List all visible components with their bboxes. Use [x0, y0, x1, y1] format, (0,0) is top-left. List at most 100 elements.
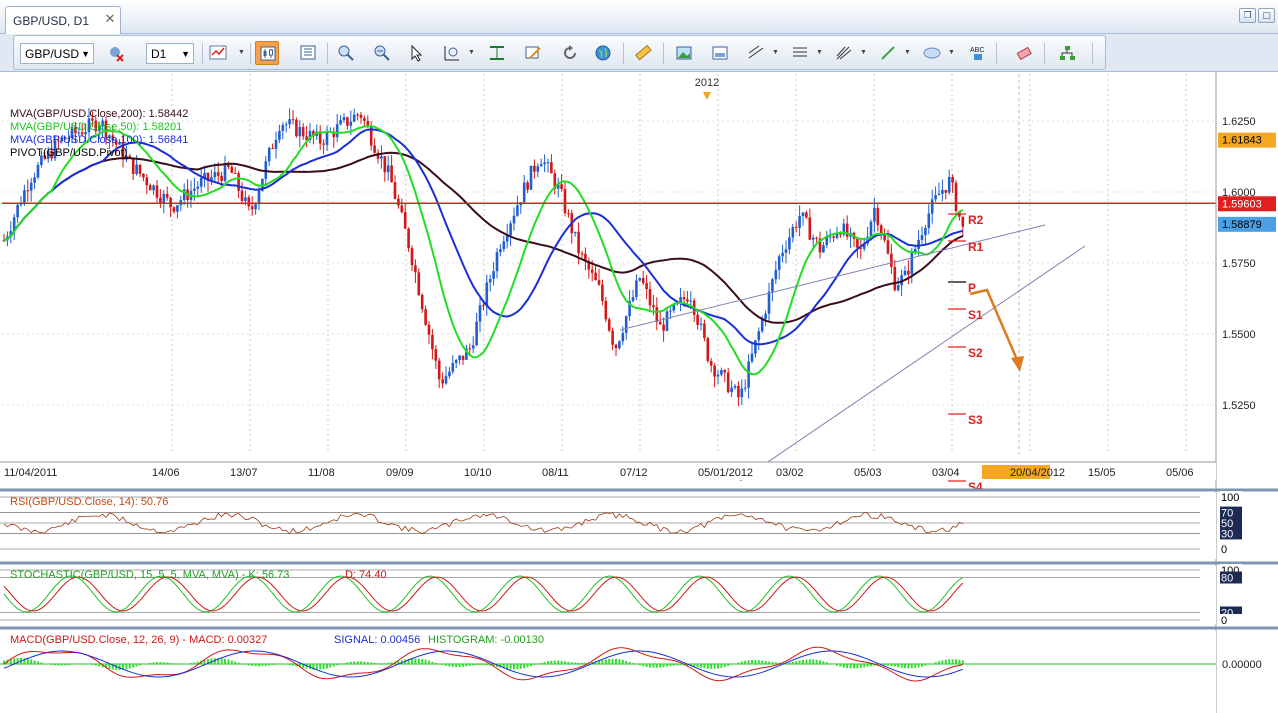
macd-histogram-bar: [737, 663, 739, 664]
macd-histogram-bar: [418, 659, 420, 664]
macd-histogram-bar: [187, 663, 189, 664]
edit-icon[interactable]: [521, 41, 545, 65]
ruler-icon[interactable]: [631, 41, 655, 65]
candle-body: [299, 127, 302, 136]
candle-body: [241, 191, 244, 201]
chart-area[interactable]: R2 R1 P S1 S2 S3 S4 MVA(GBP/USD.Close,200): 1.…: [0, 71, 1278, 713]
candle-body: [475, 322, 478, 346]
year-marker: 2012: [695, 77, 719, 89]
line-tools-icon[interactable]: [744, 41, 768, 65]
pitchfork-icon[interactable]: [832, 41, 856, 65]
timeframe-select[interactable]: D1 ▼: [146, 43, 194, 64]
zoom-out-icon[interactable]: [370, 41, 394, 65]
zoom-area-icon[interactable]: [440, 41, 464, 65]
candle-body: [384, 156, 387, 172]
candle-body: [152, 185, 155, 190]
macd-histogram-bar: [826, 662, 828, 664]
candle-body: [435, 349, 438, 361]
candle-body: [380, 156, 383, 159]
image-icon[interactable]: [672, 41, 696, 65]
candle-body: [608, 319, 611, 330]
date-tick-label: 05/01/2012: [698, 467, 753, 479]
candle-body: [339, 120, 342, 124]
macd-histogram-bar: [836, 664, 838, 666]
ma-legend-entry: MVA(GBP/USD.Close,100): 1.56841: [10, 134, 188, 146]
macd-histogram-bar: [336, 664, 338, 665]
candle-body: [679, 297, 682, 302]
main-price-pane[interactable]: [2, 74, 1216, 454]
candle-body: [951, 177, 954, 183]
maximize-icon[interactable]: ▢: [1258, 8, 1275, 23]
pen-icon[interactable]: [876, 41, 900, 65]
date-tick-label: 10/10: [464, 467, 492, 479]
macd-histogram-bar: [540, 663, 542, 664]
candle-body: [917, 240, 920, 249]
macd-histogram-bar: [71, 664, 73, 665]
ellipse-icon[interactable]: [920, 41, 944, 65]
candle-body: [764, 314, 767, 319]
bar-chart-icon[interactable]: [296, 41, 320, 65]
pivot-label-p: P: [968, 281, 976, 295]
candle-body: [788, 237, 791, 249]
symbol-select[interactable]: GBP/USD ▼: [20, 43, 94, 64]
chevron-down-icon[interactable]: ▼: [948, 49, 955, 56]
macd-histogram-bar: [95, 664, 97, 666]
macd-histogram-bar: [561, 661, 563, 664]
macd-histogram-bar: [761, 661, 763, 664]
candle-body: [292, 119, 295, 120]
macd-histogram-bar: [632, 663, 634, 664]
macd-histogram-bar: [710, 664, 712, 669]
macd-histogram-bar: [479, 664, 481, 665]
chevron-down-icon[interactable]: ▼: [904, 49, 911, 56]
chevron-down-icon[interactable]: ▼: [772, 49, 779, 56]
macd-histogram-bar: [340, 664, 342, 665]
fib-icon[interactable]: [788, 41, 812, 65]
macd-histogram-bar: [319, 664, 321, 670]
cursor-icon[interactable]: [404, 41, 428, 65]
save-icon[interactable]: [708, 41, 732, 65]
candle-body: [734, 386, 737, 388]
candle-body: [642, 278, 645, 283]
macd-histogram-bar: [156, 662, 158, 664]
hierarchy-icon[interactable]: [1055, 41, 1079, 65]
macd-histogram-bar: [867, 664, 869, 667]
refresh-icon[interactable]: [558, 41, 582, 65]
eraser-icon[interactable]: [1012, 41, 1036, 65]
candle-body: [887, 240, 890, 253]
globe-icon[interactable]: [591, 41, 615, 65]
candle-body: [336, 124, 339, 137]
candle-body: [237, 173, 240, 190]
zoom-in-icon[interactable]: [334, 41, 358, 65]
candle-body: [938, 194, 941, 195]
candle-body: [632, 297, 635, 301]
chevron-down-icon[interactable]: ▼: [860, 49, 867, 56]
remove-icon[interactable]: [104, 41, 128, 65]
chart-type-icon[interactable]: [206, 41, 230, 65]
candle-icon[interactable]: [255, 41, 279, 65]
chart-canvas[interactable]: R2 R1 P S1 S2 S3 S4 MVA(GBP/USD.Close,200): 1.…: [0, 72, 1278, 713]
candle-body: [503, 241, 506, 249]
macd-histogram-bar: [428, 661, 430, 664]
candle-body: [135, 165, 138, 174]
candle-body: [907, 271, 910, 275]
macd-histogram-bar: [884, 664, 886, 665]
macd-histogram-bar: [482, 664, 484, 665]
macd-histogram-bar: [261, 664, 263, 666]
close-icon[interactable]: ✕: [103, 12, 117, 26]
macd-histogram-bar: [788, 662, 790, 664]
macd-histogram-bar: [530, 664, 532, 666]
candle-body: [360, 115, 363, 118]
macd-histogram-bar: [193, 662, 195, 664]
text-icon[interactable]: ABC: [966, 41, 990, 65]
candle-body: [224, 163, 227, 181]
restore-icon[interactable]: ❐: [1239, 8, 1256, 23]
chevron-down-icon[interactable]: ▼: [816, 49, 823, 56]
chevron-down-icon[interactable]: ▼: [468, 49, 475, 56]
date-tick-label: 15/05: [1088, 467, 1116, 479]
macd-histogram-bar: [533, 664, 535, 665]
fit-icon[interactable]: [485, 41, 509, 65]
chevron-down-icon[interactable]: ▼: [238, 49, 245, 56]
chart-tab[interactable]: GBP/USD, D1 ✕: [5, 6, 121, 34]
price-tick-label: 1.5250: [1222, 400, 1256, 412]
candle-body: [955, 183, 958, 211]
